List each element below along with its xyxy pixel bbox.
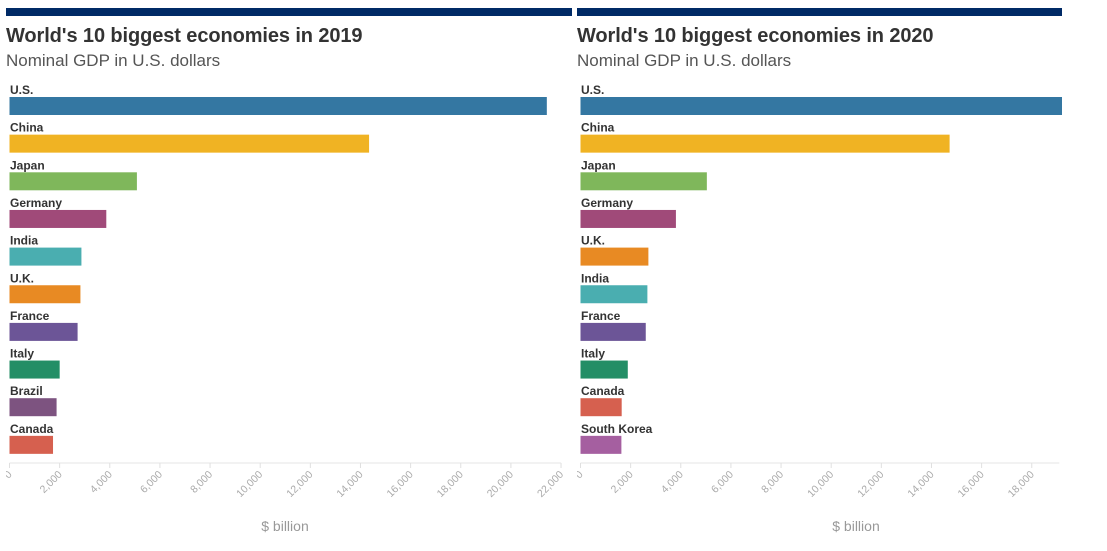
bar [580,398,622,417]
x-tick-label: 4,000 [88,469,115,496]
x-tick-label: 12,000 [284,469,315,500]
x-axis-title: $ billion [832,518,879,534]
x-tick-label: 14,000 [334,469,365,500]
x-tick-label: 18,000 [1006,469,1037,500]
category-label: South Korea [581,422,653,436]
x-tick-label: 10,000 [805,469,836,500]
chart-subtitle: Nominal GDP in U.S. dollars [6,51,221,70]
chart-panel-2020: World's 10 biggest economies in 2020 Nom… [577,0,1062,551]
x-tick-label: 8,000 [759,469,786,496]
category-label: Germany [10,196,62,210]
bar-chart-2019: U.S. China Japan Germany India U.K. France Ital… [6,83,566,534]
bar [580,134,950,153]
category-label: India [581,271,609,285]
bar [9,322,78,341]
category-label: China [581,121,615,135]
x-tick-label: 6,000 [709,469,736,496]
bar [580,209,676,228]
category-label: Brazil [10,384,43,398]
chart-panel-2019: World's 10 biggest economies in 2019 Nom… [6,0,572,551]
chart-title: World's 10 biggest economies in 2019 [6,25,363,47]
x-tick-label: 18,000 [435,469,466,500]
bar [9,172,137,191]
category-label: U.K. [581,234,605,248]
x-tick-label: 16,000 [956,469,987,500]
x-tick-label: 2,000 [38,469,65,496]
category-label: Japan [10,158,45,172]
chart-title: World's 10 biggest economies in 2020 [577,25,934,47]
x-tick-label: 12,000 [855,469,886,500]
category-label: France [10,309,50,323]
category-label: India [10,234,38,248]
bar [9,247,82,266]
category-label: Canada [10,422,54,436]
category-label: Italy [10,347,34,361]
category-label: U.K. [10,271,34,285]
bar [9,285,81,304]
bar [580,435,622,454]
x-tick-label: 16,000 [385,469,416,500]
x-tick-label: 0 [6,469,15,482]
x-tick-label: 8,000 [188,469,215,496]
x-tick-label: 2,000 [609,469,636,496]
bar [9,97,547,115]
x-tick-label: 20,000 [485,469,516,500]
bar [9,134,370,153]
chart-subtitle: Nominal GDP in U.S. dollars [577,51,792,70]
bar [580,322,646,341]
x-tick-label: 14,000 [905,469,936,500]
header-bar [6,8,572,16]
bar [9,398,57,417]
header-bar [577,8,1062,16]
bar [580,285,648,304]
category-label: U.S. [10,83,33,97]
bar [580,247,649,266]
category-label: Italy [581,347,605,361]
bar [580,172,707,191]
bar [9,209,107,228]
x-tick-label: 0 [577,469,586,482]
category-label: U.S. [581,83,604,97]
category-label: Canada [581,384,625,398]
category-label: China [10,121,44,135]
bar [580,97,1062,115]
category-label: Germany [581,196,633,210]
x-tick-label: 4,000 [659,469,686,496]
x-tick-label: 22,000 [535,469,566,500]
x-axis-title: $ billion [261,518,308,534]
bar [580,360,628,379]
bar [9,435,54,454]
x-tick-label: 6,000 [138,469,165,496]
x-tick-label: 10,000 [234,469,265,500]
bar-chart-2020: U.S. China Japan Germany U.K. India France Ital… [577,83,1062,534]
category-label: Japan [581,158,616,172]
category-label: France [581,309,621,323]
bar [9,360,60,379]
